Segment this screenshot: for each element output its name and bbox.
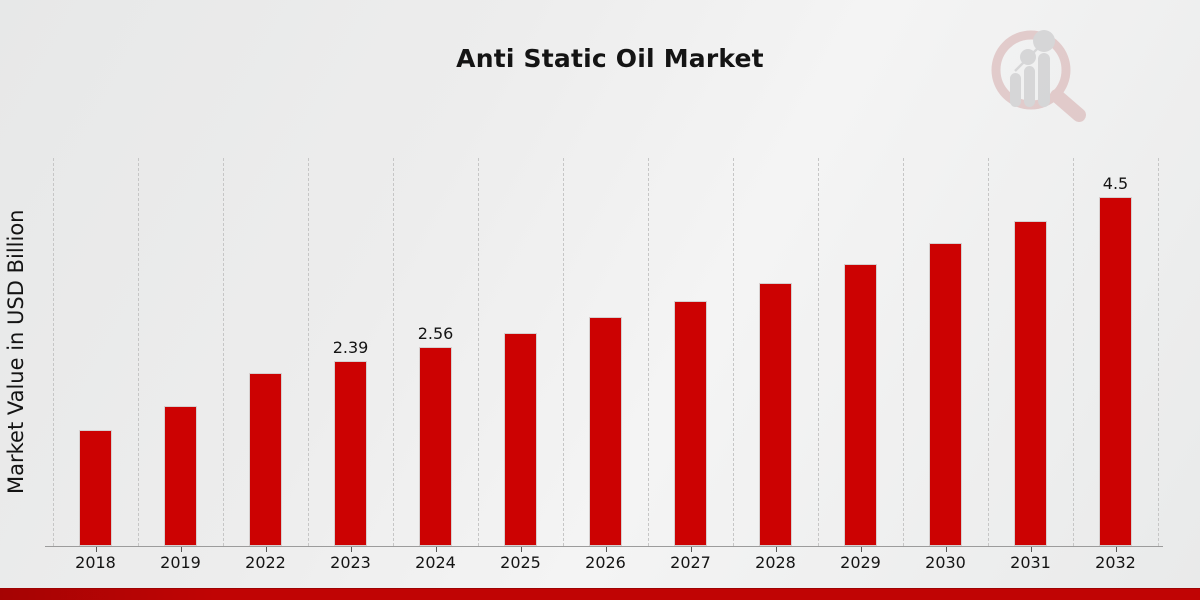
gridline [137,158,139,546]
bar-2023 [334,361,367,546]
x-axis-tick [435,547,437,552]
bar-2029 [844,264,877,546]
x-axis-label-2019: 2019 [160,553,201,572]
plot-area: 2.39 2.56 4.5 [52,158,1159,546]
x-axis-label-2029: 2029 [840,553,881,572]
x-axis-tick [95,547,97,552]
bar-value-label-2024: 2.56 [417,324,454,343]
x-axis-label-2030: 2030 [925,553,966,572]
bar-2027 [674,301,707,546]
bar-value-label-2032: 4.5 [1102,174,1129,193]
x-axis-label-2025: 2025 [500,553,541,572]
bar-2025 [504,333,537,546]
gridline [732,158,734,546]
x-axis-label-2031: 2031 [1010,553,1051,572]
y-axis-label: Market Value in USD Billion [4,209,28,495]
x-axis-tick [605,547,607,552]
x-axis-label-2027: 2027 [670,553,711,572]
bar-2022 [249,373,282,546]
x-axis-line [45,546,1163,547]
x-axis-tick [860,547,862,552]
x-axis-tick [265,547,267,552]
brand-watermark-logo [991,30,1086,122]
x-axis-tick [520,547,522,552]
bar-2024 [419,347,452,546]
gridline [817,158,819,546]
x-axis-label-2032: 2032 [1095,553,1136,572]
bar-value-label-2023: 2.39 [332,338,369,357]
bar-2026 [589,317,622,546]
gridline [392,158,394,546]
growth-bars-icon [1010,30,1055,107]
gridline [647,158,649,546]
gridline [562,158,564,546]
gridline [902,158,904,546]
x-axis-tick [350,547,352,552]
x-axis-tick [690,547,692,552]
gridline [987,158,989,546]
x-axis-label-2024: 2024 [415,553,456,572]
x-axis-label-2023: 2023 [330,553,371,572]
chart-title: Anti Static Oil Market [456,44,764,73]
bar-2031 [1014,221,1047,546]
gridline [52,158,54,546]
x-axis-tick [180,547,182,552]
bar-2032 [1099,197,1132,546]
x-axis-tick [1115,547,1117,552]
x-axis-tick [945,547,947,552]
bar-2018 [79,430,112,546]
x-axis-label-2028: 2028 [755,553,796,572]
bar-2019 [164,406,197,546]
gridline [222,158,224,546]
footer-banner [0,588,1200,600]
gridline [1072,158,1074,546]
gridline [1157,158,1159,546]
bar-2028 [759,283,792,546]
x-axis-label-2018: 2018 [75,553,116,572]
gridline [477,158,479,546]
x-axis-tick [1030,547,1032,552]
x-axis-tick [775,547,777,552]
x-axis-label-2026: 2026 [585,553,626,572]
gridline [307,158,309,546]
x-axis-label-2022: 2022 [245,553,286,572]
bar-2030 [929,243,962,546]
